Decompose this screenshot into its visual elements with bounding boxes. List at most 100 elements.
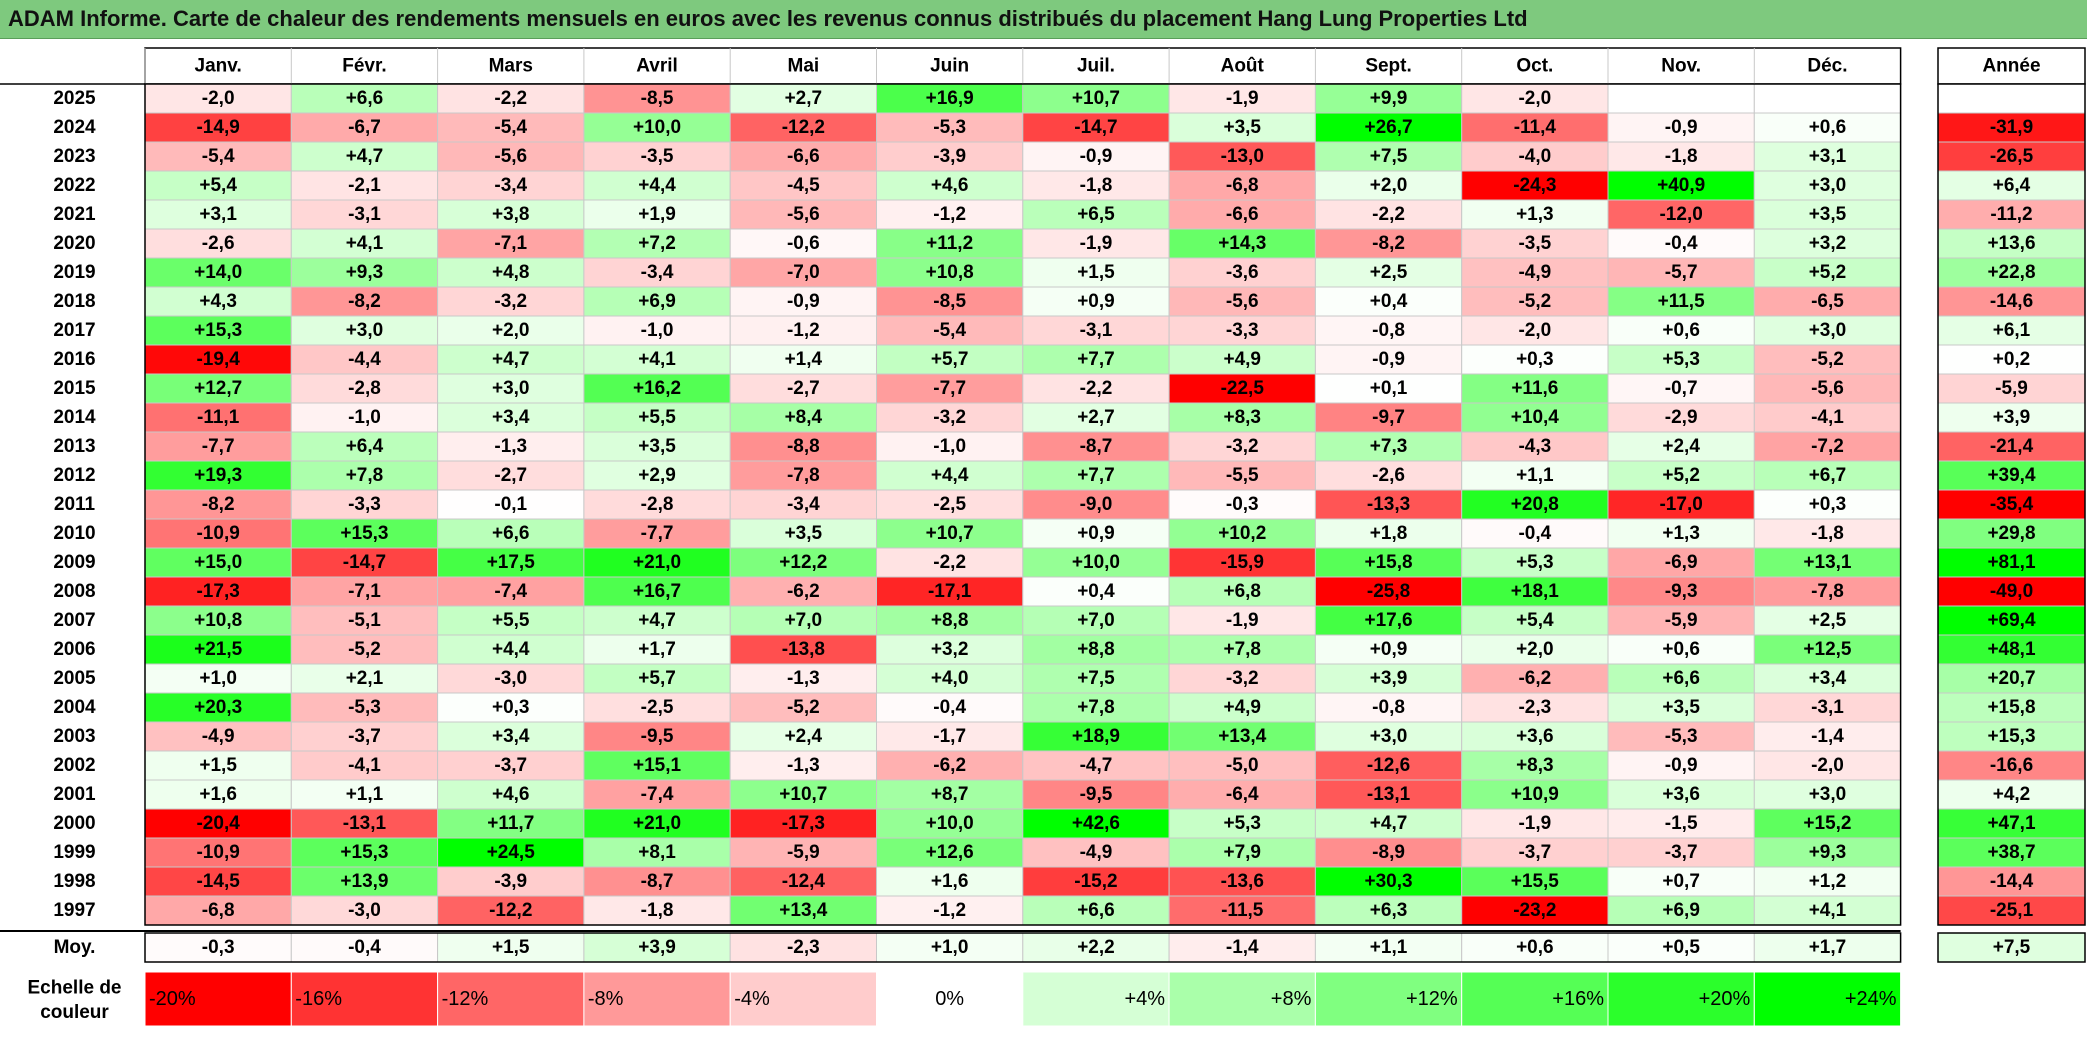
heatmap-cell (437, 605, 585, 636)
cell-value-label: -17,1 (928, 581, 972, 602)
heatmap-cell (1168, 750, 1316, 781)
annual-value-label: -11,2 (1990, 204, 2032, 225)
cell-value-label: -17,3 (782, 813, 825, 834)
cell-value-label: -5,3 (1665, 726, 1698, 747)
average-value-label: +1,5 (492, 937, 530, 958)
year-label: 2011 (54, 494, 96, 515)
scale-tick-label: +16% (1552, 988, 1604, 1010)
cell-value-label: +11,2 (926, 233, 973, 254)
cell-value-label: +7,8 (1077, 697, 1115, 718)
heatmap-cell (1314, 518, 1463, 549)
annual-cell (1937, 344, 2086, 375)
scale-tick-label: 0% (935, 988, 964, 1010)
year-label: 2019 (53, 262, 95, 283)
cell-value-label: -5,4 (202, 146, 235, 167)
cell-value-label: +0,6 (1662, 639, 1700, 660)
cell-value-label: +8,7 (931, 784, 969, 805)
heatmap-cell (144, 808, 292, 839)
cell-value-label: -3,9 (494, 871, 527, 892)
annual-cell (1937, 576, 2086, 607)
average-cell (729, 932, 878, 963)
heatmap-cell (1314, 663, 1463, 694)
cell-value-label: +4,4 (492, 639, 530, 660)
cell-value-label: +12,5 (1803, 639, 1852, 660)
heatmap-cell (583, 663, 731, 694)
cell-value-label: -5,6 (787, 204, 820, 225)
cell-value-label: +6,7 (1809, 465, 1847, 486)
cell-value-label: -15,2 (1074, 871, 1117, 892)
scale-tick-label: +8% (1271, 988, 1312, 1010)
cell-value-label: +3,5 (638, 436, 676, 457)
heatmap-cell (1607, 170, 1755, 201)
cell-value-label: -0,4 (1665, 233, 1698, 254)
year-label: 2018 (53, 291, 95, 312)
heatmap-cell (290, 750, 439, 781)
cell-value-label: -0,1 (494, 494, 527, 515)
annual-value-label: +38,7 (1987, 842, 2035, 863)
cell-value-label: +4,4 (638, 175, 676, 196)
cell-value-label: -3,2 (1226, 436, 1259, 457)
heatmap-cell (1753, 750, 1902, 781)
annual-body-border (1937, 83, 2086, 926)
cell-value-label: -6,8 (202, 900, 235, 921)
cell-value-label: -3,1 (1080, 320, 1113, 341)
annual-value-label: +69,4 (1987, 610, 2036, 631)
heatmap-cell (437, 895, 585, 926)
cell-value-label: -2,0 (1518, 88, 1551, 109)
heatmap-cell (1607, 83, 1755, 114)
cell-value-label: +3,0 (492, 378, 530, 399)
cell-value-label: +5,3 (1223, 813, 1261, 834)
cell-value-label: +3,0 (1809, 175, 1847, 196)
heatmap-cell (1314, 866, 1463, 897)
cell-value-label: +5,3 (1516, 552, 1554, 573)
cell-value-label: +1,3 (1662, 523, 1700, 544)
cell-value-label: +4,6 (931, 175, 969, 196)
annual-value-label: -14,4 (1990, 871, 2034, 892)
cell-value-label: -9,5 (1080, 784, 1113, 805)
cell-value-label: -13,3 (1367, 494, 1410, 515)
heatmap-cell (1022, 402, 1170, 433)
cell-value-label: -5,4 (933, 320, 966, 341)
scale-swatch (290, 971, 439, 1027)
year-label: 2013 (53, 436, 95, 457)
cell-value-label: -6,5 (1811, 291, 1844, 312)
heatmap-cell (1168, 199, 1316, 230)
cell-value-label: +3,0 (1809, 320, 1847, 341)
cell-value-label: -1,2 (933, 900, 966, 921)
cell-value-label: -13,1 (1367, 784, 1411, 805)
heatmap-cell (1753, 779, 1902, 810)
cell-value-label: -14,5 (196, 871, 240, 892)
heatmap-cell (1168, 692, 1316, 723)
cell-value-label: +10,7 (926, 523, 974, 544)
average-value-label: +1,1 (1370, 937, 1408, 958)
cell-value-label: -3,4 (641, 262, 674, 283)
heatmap-cell (583, 141, 731, 172)
cell-value-label: -14,7 (1074, 117, 1117, 138)
cell-value-label: +15,1 (633, 755, 682, 776)
scale-label-line1: Echelle de (28, 978, 122, 999)
heatmap-cell (876, 170, 1024, 201)
cell-value-label: -3,3 (348, 494, 381, 515)
cell-value-label: +3,5 (1223, 117, 1261, 138)
cell-value-label: -3,1 (1811, 697, 1844, 718)
cell-value-label: -7,0 (787, 262, 820, 283)
heatmap-cell (144, 373, 292, 404)
month-header-label: Juin (930, 56, 969, 77)
cell-value-label: +0,9 (1077, 291, 1115, 312)
heatmap-cell (1022, 837, 1170, 868)
cell-value-label: +3,6 (1516, 726, 1554, 747)
heatmap-cell (1022, 779, 1170, 810)
cell-value-label: -7,1 (494, 233, 527, 254)
heatmap-cell (729, 83, 878, 114)
heatmap-cell (144, 344, 292, 375)
cell-value-label: +26,7 (1365, 117, 1413, 138)
average-value-label: +1,7 (1809, 937, 1847, 958)
heatmap-cell (1168, 837, 1316, 868)
heatmap-cell (144, 199, 292, 230)
annual-value-label: +39,4 (1987, 465, 2036, 486)
cell-value-label: -9,5 (641, 726, 674, 747)
annual-value-label: -49,0 (1990, 581, 2033, 602)
heatmap-cell (1461, 866, 1609, 897)
heatmap-cell (1168, 547, 1316, 578)
heatmap-cell (1168, 83, 1316, 114)
